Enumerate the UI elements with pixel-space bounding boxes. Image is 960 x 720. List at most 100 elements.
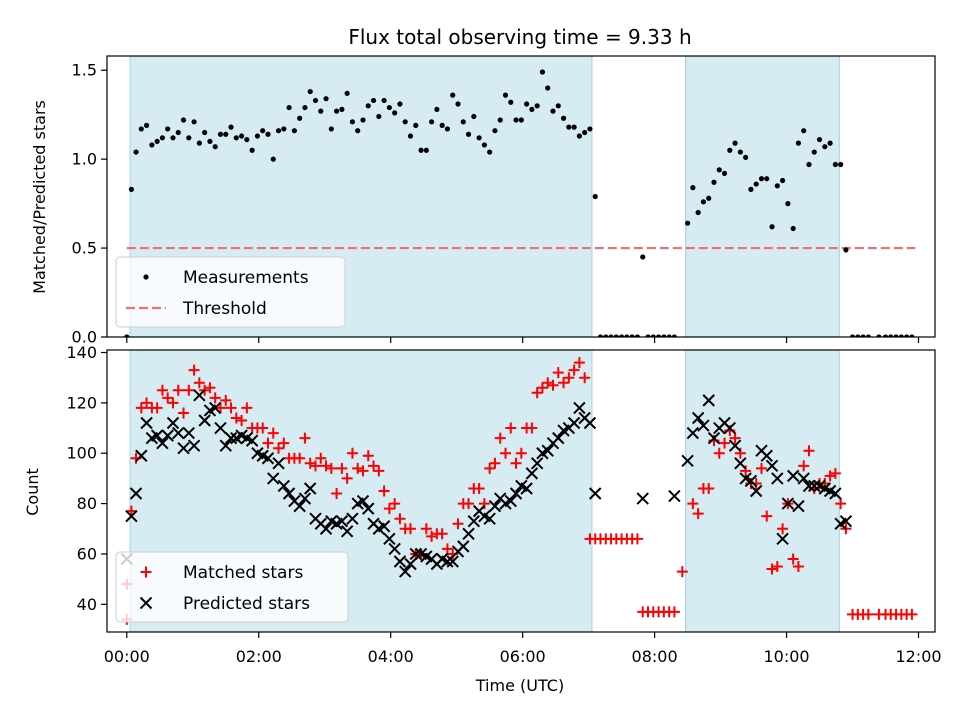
measurement-point <box>244 136 250 143</box>
measurement-point <box>603 334 609 337</box>
predicted-stars-point <box>786 469 800 483</box>
matched-stars-point <box>214 402 226 414</box>
measurement-point <box>270 156 276 162</box>
predicted-stars-point <box>208 401 222 415</box>
measurement-point <box>513 117 519 123</box>
matched-stars-point <box>220 394 232 406</box>
measurement-point <box>801 128 807 134</box>
top-panel: 0.0 0.5 1.0 1.5 Measurements Threshold <box>72 55 936 347</box>
measurement-point <box>497 117 503 123</box>
predicted-stars-point <box>483 512 496 525</box>
measurement-point <box>365 103 371 109</box>
measurement-point <box>254 133 261 139</box>
predicted-stars-point <box>781 497 795 510</box>
predicted-stars-point <box>441 555 454 568</box>
matched-stars-point <box>336 462 348 474</box>
predicted-stars-point <box>525 467 539 480</box>
measurement-point <box>402 119 408 125</box>
top-axes-frame <box>106 55 936 338</box>
measurement-point <box>297 115 303 121</box>
matched-stars-point <box>515 447 527 459</box>
predicted-stars-point <box>125 509 138 523</box>
predicted-stars-point <box>467 515 481 528</box>
predicted-stars-point <box>462 527 475 541</box>
predicted-stars-point <box>771 472 784 485</box>
legend-label: Threshold <box>182 299 267 319</box>
matched-stars-point <box>193 377 205 389</box>
predicted-stars-point <box>776 532 789 546</box>
measurement-point <box>392 110 398 116</box>
measurement-point <box>328 126 334 132</box>
matched-stars-point <box>713 447 725 459</box>
predicted-stars-point <box>140 416 153 430</box>
measurement-point <box>576 133 582 139</box>
predicted-stars-point <box>749 484 763 498</box>
measurement-point <box>333 108 340 114</box>
predicted-stars-point <box>765 459 779 473</box>
matched-stars-point <box>473 482 485 494</box>
predicted-stars-point <box>404 557 417 571</box>
measurement-point <box>650 334 656 337</box>
matched-stars-point <box>162 392 174 404</box>
measurement-point <box>753 181 759 187</box>
bottom-series-matched-stars <box>121 357 918 625</box>
measurement-point <box>381 97 387 104</box>
legend-label: Measurements <box>183 268 309 288</box>
measurement-point <box>450 92 456 98</box>
matched-stars-point <box>188 364 200 376</box>
predicted-stars-point <box>552 431 565 445</box>
measurement-point <box>843 247 849 253</box>
measurement-point <box>634 334 641 337</box>
matched-stars-point <box>766 563 778 575</box>
matched-stars-point <box>568 364 580 376</box>
measurement-point <box>716 167 722 173</box>
measurement-point <box>233 135 239 141</box>
x-tick-label: 06:00 <box>500 647 546 666</box>
predicted-stars-point <box>129 487 143 500</box>
measurement-point <box>149 142 155 148</box>
matched-stars-point <box>204 382 216 394</box>
matched-stars-point <box>552 367 564 379</box>
predicted-stars-point <box>303 482 317 495</box>
matched-stars-point <box>257 422 269 434</box>
top-series-measurements <box>124 69 915 337</box>
top-y-tick-label: 1.0 <box>72 150 97 169</box>
predicted-stars-point <box>193 389 206 402</box>
predicted-stars-point <box>728 439 742 452</box>
measurement-point <box>128 186 135 192</box>
measurement-point <box>550 108 556 114</box>
measurement-point <box>790 225 796 232</box>
matched-stars-point <box>172 384 184 396</box>
measurement-point <box>882 334 889 337</box>
matched-stars-point <box>141 397 153 409</box>
matched-stars-point <box>676 566 688 578</box>
bottom-y-tick-label: 40 <box>77 595 97 614</box>
measurement-point <box>560 115 567 121</box>
matched-stars-point <box>668 606 680 618</box>
matched-stars-point <box>906 608 918 620</box>
matched-stars-point <box>241 402 253 414</box>
matched-stars-point <box>404 523 416 535</box>
predicted-stars-point <box>214 421 227 435</box>
measurement-point <box>732 140 738 146</box>
matched-stars-point <box>352 462 364 474</box>
measurement-point <box>629 334 635 337</box>
measurement-point <box>909 334 915 337</box>
predicted-stars-point <box>744 474 758 488</box>
predicted-stars-point <box>702 394 715 407</box>
measurement-point <box>154 138 160 144</box>
measurement-point <box>418 147 424 153</box>
measurement-point <box>904 334 910 337</box>
measurement-point <box>344 90 350 96</box>
measurement-point <box>893 334 899 337</box>
predicted-stars-point <box>839 515 853 528</box>
measurement-point <box>779 177 786 184</box>
matched-stars-point <box>304 457 316 469</box>
measurement-point <box>865 334 871 337</box>
legend-predicted-stars-marker <box>139 596 153 610</box>
measurement-point <box>439 122 445 128</box>
predicted-stars-point <box>530 457 544 470</box>
measurement-point <box>806 161 812 168</box>
measurement-point <box>597 334 604 337</box>
matched-stars-point <box>579 372 591 384</box>
